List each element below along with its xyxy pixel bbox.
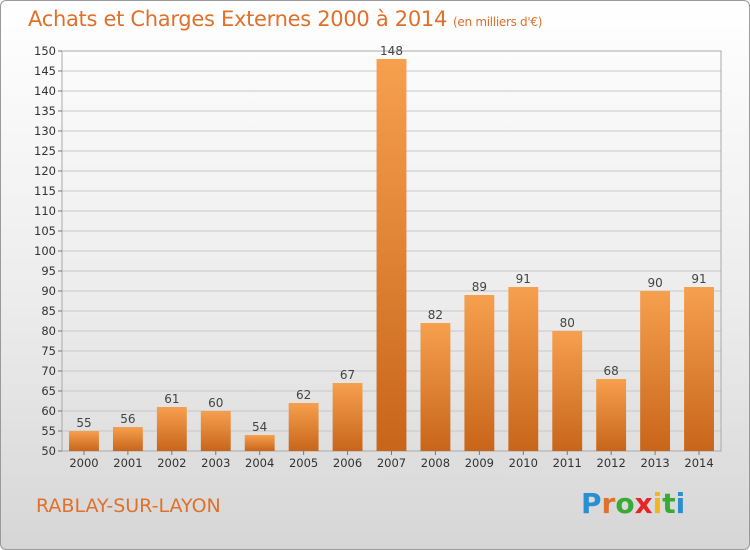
bar-value-label: 148 [380,44,403,58]
bar-value-label: 91 [691,272,706,286]
city-name: RABLAY-SUR-LAYON [36,495,221,517]
bar-value-label: 54 [252,420,267,434]
y-tick-label: 50 [41,444,56,458]
x-tick-label: 2005 [289,456,318,470]
y-tick-label: 105 [34,224,56,238]
x-tick-label: 2004 [245,456,274,470]
y-tick-label: 75 [41,344,56,358]
bar [552,331,583,451]
proxiti-logo: Proxiti [581,487,685,520]
labels: 50 55 60 65 70 75 80 85 90 95 100 105 110 115 120 125 13… [34,44,714,470]
y-tick-label: 120 [34,164,56,178]
x-tick-label: 2013 [640,456,669,470]
y-tick-label: 80 [41,324,56,338]
x-tick-label: 2002 [157,456,186,470]
bar [420,323,451,451]
y-tick-label: 115 [34,184,56,198]
x-tick-label: 2003 [201,456,230,470]
bar [376,59,407,451]
y-tick-label: 90 [41,284,56,298]
logo-letter: i [652,487,663,520]
y-tick-label: 55 [41,424,56,438]
logo-letter: t [662,487,676,520]
y-tick-label: 70 [41,364,56,378]
bars [69,59,714,451]
y-tick-label: 85 [41,304,56,318]
x-tick-label: 2007 [377,456,406,470]
y-tick-label: 130 [34,124,56,138]
bar-value-label: 82 [428,308,443,322]
bar-value-label: 80 [560,316,575,330]
bar [69,431,99,451]
y-tick-label: 150 [34,44,56,58]
bar [288,403,319,451]
bar-value-label: 62 [296,388,311,402]
chart-title: Achats et Charges Externes 2000 à 2014 (e… [28,7,543,31]
x-tick-label: 2014 [684,456,713,470]
logo-letter: i [675,487,686,520]
bar [684,287,714,451]
bar [332,383,363,451]
x-tick-label: 2008 [421,456,450,470]
y-tick-label: 60 [41,404,56,418]
bar-value-label: 67 [340,368,355,382]
x-tick-label: 2001 [113,456,142,470]
bar [508,287,539,451]
logo-letter: P [581,487,602,520]
bar [244,435,275,451]
bar-value-label: 55 [76,416,91,430]
chart-subtitle: (en milliers d'€) [453,15,543,29]
y-tick-label: 140 [34,84,56,98]
x-tick-label: 2011 [553,456,582,470]
bar-value-label: 61 [164,392,179,406]
bar-value-label: 90 [647,276,662,290]
x-tick-label: 2012 [597,456,626,470]
x-tick-label: 2000 [69,456,98,470]
x-tick-label: 2006 [333,456,362,470]
bar-value-label: 68 [604,364,619,378]
bar-value-label: 91 [516,272,531,286]
bar [112,427,143,451]
bar [464,295,495,451]
bar [156,407,187,451]
x-tick-label: 2010 [509,456,538,470]
y-tick-label: 65 [41,384,56,398]
y-tick-label: 135 [34,104,56,118]
y-tick-label: 100 [34,244,56,258]
logo-letter: o [615,487,635,520]
x-tick-label: 2009 [465,456,494,470]
bar [200,411,231,451]
bar-value-label: 89 [472,280,487,294]
bar [596,379,627,451]
y-tick-label: 125 [34,144,56,158]
bar-value-label: 60 [208,396,223,410]
logo-letter: x [634,487,653,520]
bar-value-label: 56 [120,412,135,426]
bar [640,291,671,451]
y-tick-label: 110 [34,204,56,218]
y-tick-label: 145 [34,64,56,78]
logo-letter: r [601,487,616,520]
y-tick-label: 95 [41,264,56,278]
